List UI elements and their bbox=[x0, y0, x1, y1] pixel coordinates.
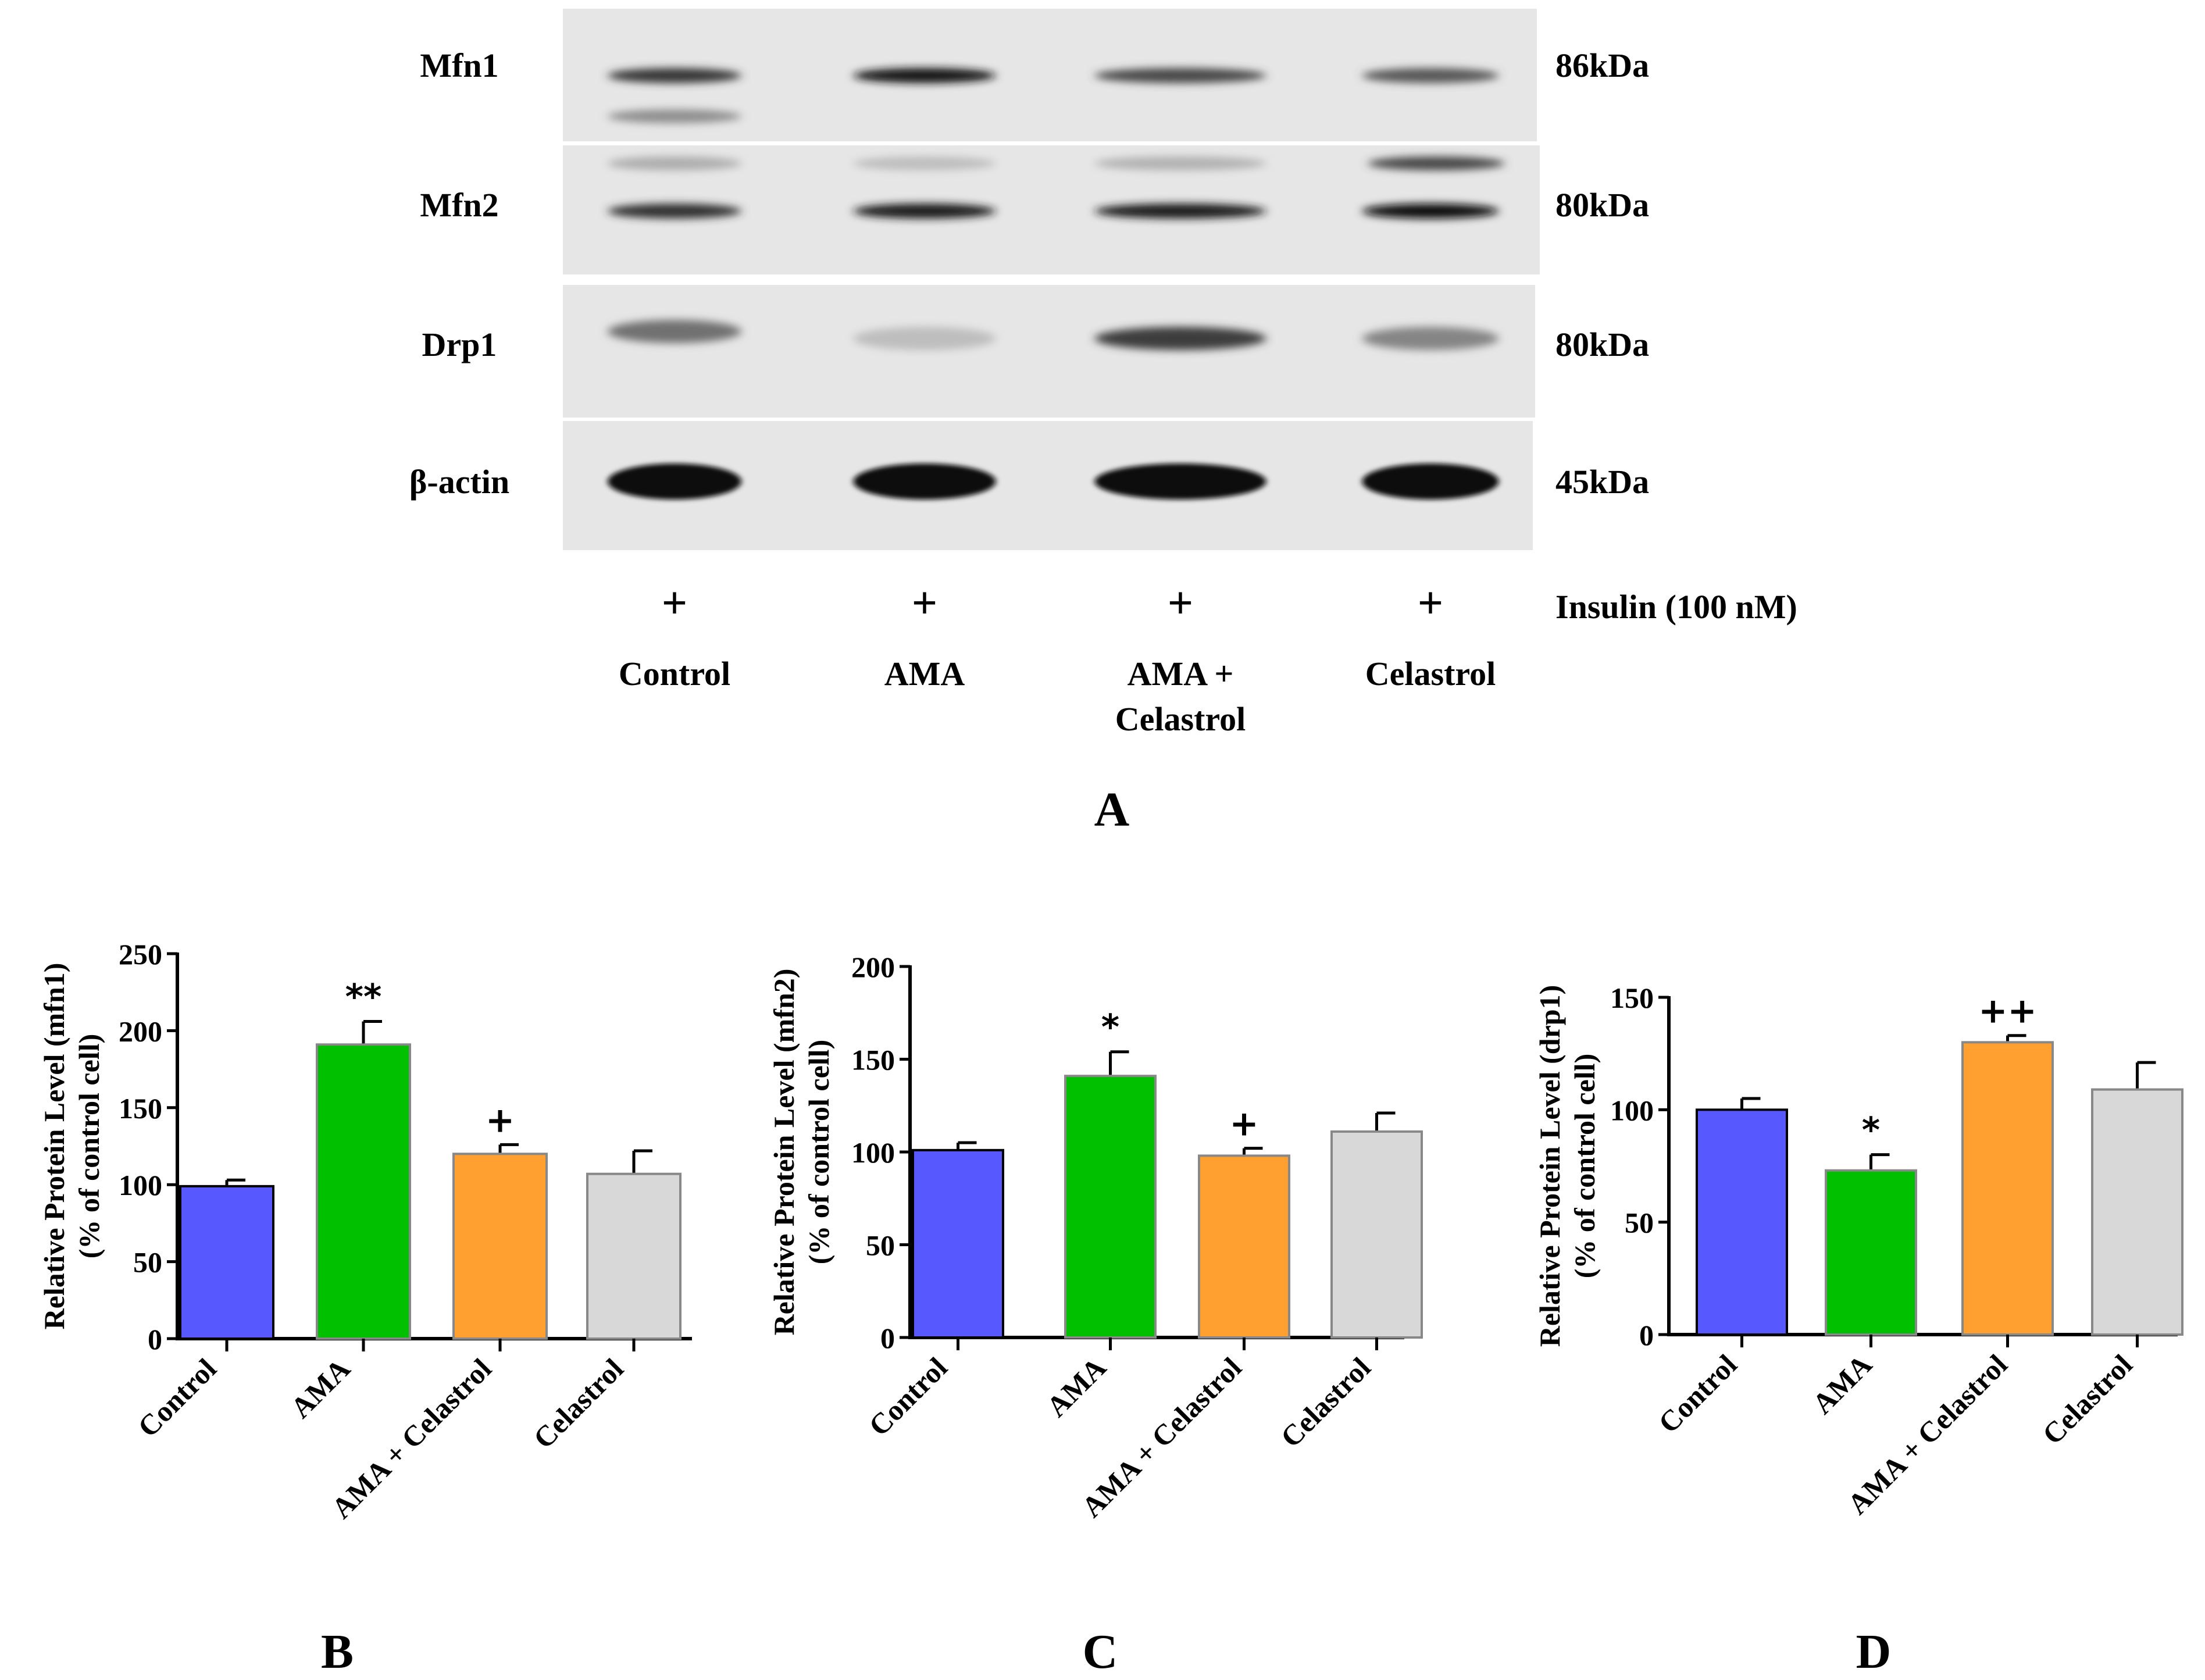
y-tick-label: 100 bbox=[119, 1169, 162, 1201]
protein-label: Mfn2 bbox=[420, 186, 498, 224]
significance-marker: * bbox=[1101, 1007, 1119, 1048]
lane-label: AMA bbox=[884, 655, 965, 693]
blot-band bbox=[1362, 204, 1499, 219]
blot-band bbox=[1094, 327, 1266, 350]
panel-label: A bbox=[1094, 783, 1130, 837]
panel-label: C bbox=[1083, 1625, 1118, 1679]
blot-band bbox=[853, 463, 996, 500]
significance-marker: ** bbox=[345, 977, 382, 1018]
bar bbox=[1064, 1075, 1157, 1339]
bar bbox=[316, 1043, 411, 1340]
bar bbox=[1961, 1041, 2054, 1336]
western-blot-panel: Mfn1 86kDa Mfn2 80kDa Drp1 80kDa β-actin 45kDa +… bbox=[409, 9, 1797, 837]
x-tick-label: Control bbox=[862, 1351, 954, 1442]
y-axis-label: Relative Protein Level (mfn1) bbox=[38, 963, 70, 1330]
blot-band-upper bbox=[1094, 156, 1266, 170]
blot-band bbox=[1094, 463, 1266, 500]
blot-band bbox=[1362, 327, 1499, 350]
panel-label: B bbox=[321, 1625, 354, 1679]
y-tick-label: 0 bbox=[880, 1322, 895, 1354]
treatment-plus: + bbox=[662, 577, 687, 628]
protein-label: Mfn1 bbox=[420, 47, 498, 84]
protein-label: Drp1 bbox=[422, 326, 497, 363]
treatment-label: Insulin (100 nM) bbox=[1555, 588, 1797, 626]
y-tick-label: 200 bbox=[851, 951, 895, 983]
blot-band-upper bbox=[853, 156, 996, 170]
treatment-plus: + bbox=[1168, 577, 1193, 628]
treatment-plus: + bbox=[912, 577, 937, 628]
bar bbox=[912, 1148, 1004, 1339]
y-tick-label: 50 bbox=[866, 1229, 895, 1262]
lane-label: Celastrol bbox=[1365, 655, 1496, 693]
y-tick-label: 200 bbox=[119, 1015, 162, 1047]
x-tick-label: Celastrol bbox=[2036, 1348, 2138, 1450]
blot-band bbox=[1362, 68, 1499, 83]
significance-marker: + bbox=[1229, 1104, 1258, 1144]
blot-band bbox=[608, 463, 741, 500]
y-tick-label: 150 bbox=[119, 1092, 162, 1125]
bar bbox=[1696, 1108, 1788, 1336]
blot-band bbox=[1362, 463, 1499, 500]
blot-band bbox=[608, 204, 741, 219]
molecular-weight-label: 86kDa bbox=[1555, 47, 1649, 84]
significance-marker: * bbox=[1862, 1110, 1880, 1151]
treatment-plus: + bbox=[1418, 577, 1443, 628]
blot-band-upper bbox=[608, 156, 741, 170]
bar bbox=[452, 1153, 548, 1340]
blot-band bbox=[608, 320, 741, 343]
x-tick-label: AMA bbox=[284, 1352, 356, 1424]
bar bbox=[1825, 1169, 1917, 1336]
y-tick-label: 150 bbox=[1610, 982, 1654, 1014]
x-tick-label: AMA bbox=[1806, 1348, 1878, 1420]
lane-label: AMA + bbox=[1128, 655, 1234, 693]
blot-band bbox=[1094, 68, 1266, 83]
x-tick-label: Celastrol bbox=[1274, 1351, 1376, 1453]
significance-marker: ++ bbox=[1978, 991, 2037, 1032]
y-axis-label: (% of control cell) bbox=[802, 1040, 835, 1264]
blot-band bbox=[1094, 204, 1266, 219]
bar bbox=[586, 1172, 682, 1340]
y-tick-label: 100 bbox=[1610, 1094, 1654, 1126]
x-tick-label: AMA bbox=[1040, 1351, 1112, 1423]
blot-band bbox=[853, 327, 996, 350]
blot-band-upper bbox=[1368, 156, 1505, 170]
y-axis-label: (% of control cell) bbox=[73, 1034, 105, 1258]
bar bbox=[1198, 1154, 1290, 1339]
molecular-weight-label: 80kDa bbox=[1555, 326, 1649, 363]
y-tick-label: 0 bbox=[1639, 1319, 1654, 1351]
lane-label: Control bbox=[619, 655, 730, 693]
protein-label: β-actin bbox=[409, 463, 509, 501]
y-axis-label: Relative Protein Level (drp1) bbox=[1533, 985, 1566, 1347]
y-tick-label: 0 bbox=[148, 1323, 162, 1356]
blot-band bbox=[853, 68, 996, 83]
molecular-weight-label: 80kDa bbox=[1555, 186, 1649, 224]
blot-strip bbox=[563, 285, 1535, 418]
lane-label: Celastrol bbox=[1115, 700, 1246, 738]
y-axis-label: Relative Protein Level (mfn2) bbox=[768, 969, 800, 1336]
significance-marker: + bbox=[486, 1100, 515, 1140]
y-tick-label: 250 bbox=[119, 938, 162, 971]
bar bbox=[1330, 1130, 1423, 1339]
blot-band-lower bbox=[608, 109, 741, 123]
y-axis-label: (% of control cell) bbox=[1568, 1054, 1601, 1278]
x-tick-label: Celastrol bbox=[527, 1352, 629, 1454]
y-tick-label: 100 bbox=[851, 1136, 895, 1169]
blot-band bbox=[608, 68, 741, 83]
x-tick-label: Control bbox=[1652, 1348, 1743, 1439]
molecular-weight-label: 45kDa bbox=[1555, 463, 1649, 501]
x-tick-label: Control bbox=[131, 1352, 223, 1443]
blot-band bbox=[853, 204, 996, 219]
panel-label: D bbox=[1856, 1625, 1892, 1679]
y-tick-label: 150 bbox=[851, 1044, 895, 1076]
bar bbox=[2091, 1088, 2183, 1336]
y-tick-label: 50 bbox=[1625, 1207, 1654, 1239]
y-tick-label: 50 bbox=[133, 1246, 162, 1279]
bar bbox=[179, 1185, 274, 1340]
